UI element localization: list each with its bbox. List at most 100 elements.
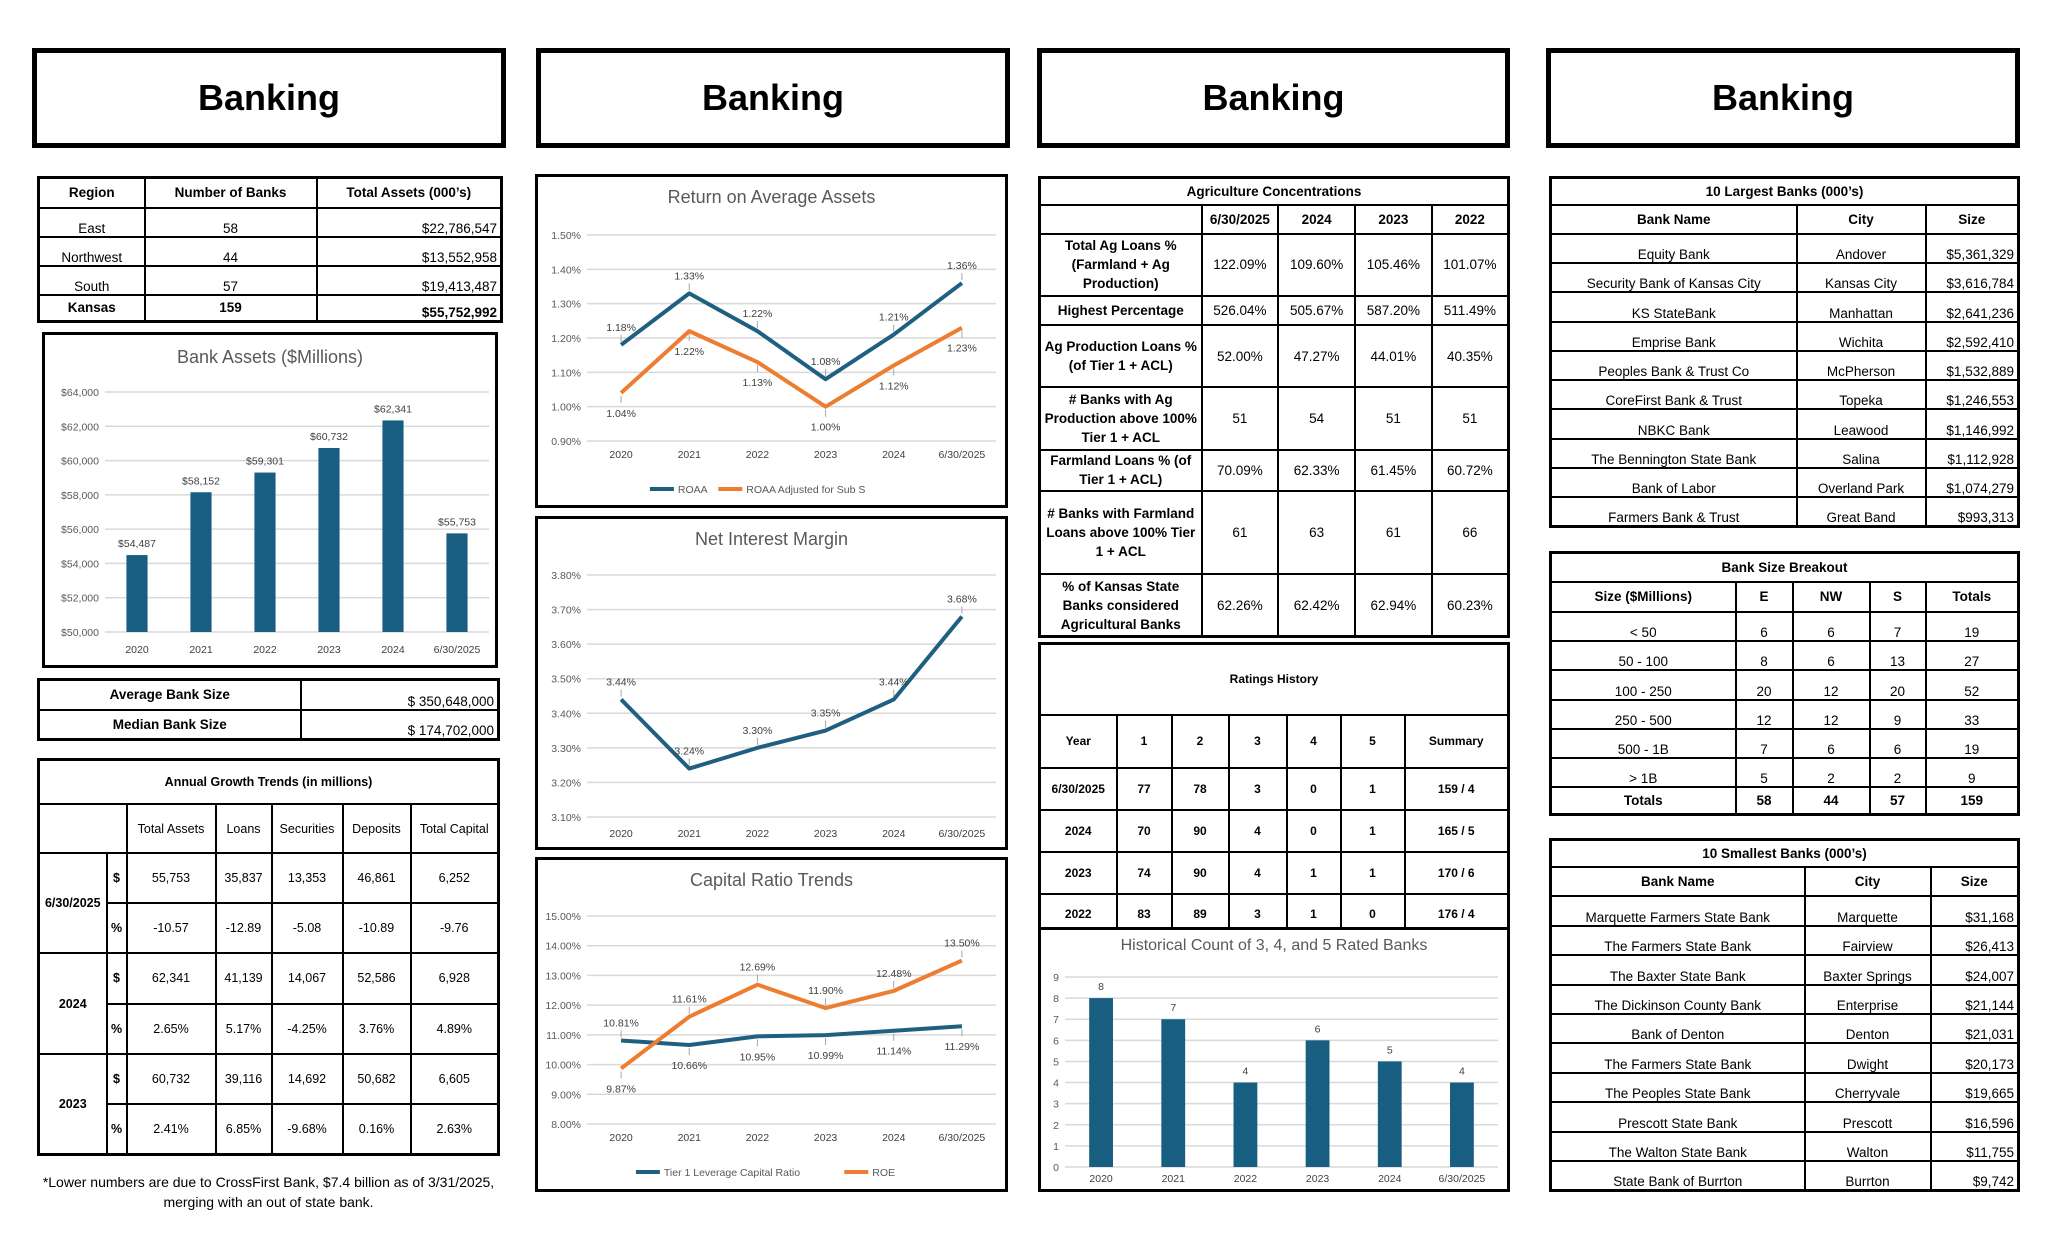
table-row: Farmland Loans % (of Tier 1 + ACL) 70.09%…: [1038, 448, 1510, 492]
series-line: [619, 281, 964, 382]
table-row: Totals 58 44 57 159: [1549, 786, 2020, 816]
chart-title: Return on Average Assets: [668, 187, 876, 207]
table-cell: $16,596: [1929, 1101, 2020, 1133]
percent-value: 2.63%: [409, 1103, 500, 1156]
table-cell: 33: [1924, 698, 2020, 730]
x-tick-label: 2020: [609, 1132, 633, 1144]
table-row: Ratings History: [1038, 642, 1510, 716]
table-cell: 3: [1227, 766, 1288, 811]
capital-chart-svg: Capital Ratio Trends 8.00% 9.00% 10.00% 11.0…: [545, 870, 996, 1179]
table-cell: The Dickinson County Bank: [1549, 983, 1806, 1015]
total-cell: $55,752,992: [315, 293, 503, 323]
percent-value: 3.76%: [341, 1002, 412, 1055]
row-label: # Banks with Farmland Loans above 100% T…: [1038, 489, 1203, 576]
y-tick-label: $60,000: [61, 456, 99, 468]
dollar-value: 62,341: [125, 952, 217, 1005]
table-row: 2023 74 90 4 1 1 170 / 6: [1038, 850, 1510, 895]
table-row: 6/30/2025 2024 2023 2022: [1038, 203, 1510, 235]
table-row: Bank of Labor Overland Park $1,074,279: [1549, 466, 2020, 499]
percent-symbol: %: [105, 1103, 128, 1156]
data-label: 4: [1242, 1066, 1248, 1078]
x-tick-label: 2021: [678, 828, 702, 840]
x-tick-label: 2024: [882, 828, 906, 840]
bank-size-summary-block: Average Bank Size $ 350,648,000 Median Ba…: [37, 678, 500, 741]
table-cell: 587.20%: [1354, 294, 1433, 327]
y-tick-label: 1.20%: [551, 333, 581, 345]
table-cell: 13: [1868, 640, 1927, 672]
data-label: 11.14%: [876, 1046, 911, 1058]
percent-symbol: %: [105, 901, 128, 955]
dollar-value: 46,861: [341, 851, 412, 904]
chart-title: Bank Assets ($Millions): [177, 347, 363, 367]
section-header-3: Banking: [1037, 48, 1510, 148]
ag-concentrations-table: Agriculture Concentrations 6/30/2025 2024 2…: [1038, 176, 1510, 638]
size-breakout-table: Bank Size Breakout Size ($Millions) E NW S To…: [1549, 551, 2020, 816]
data-label: 10.99%: [808, 1050, 844, 1062]
y-tick-label: $58,000: [61, 490, 99, 502]
table-cell: 1: [1339, 766, 1406, 811]
bar: [1450, 1082, 1474, 1167]
size-breakout-block: Bank Size Breakout Size ($Millions) E NW S To…: [1549, 551, 2020, 816]
data-label: $60,732: [310, 431, 348, 443]
table-cell: 78: [1170, 766, 1230, 811]
table-row: The Peoples State Bank Cherryvale $19,665: [1549, 1071, 2020, 1104]
table-cell: 511.49%: [1430, 294, 1510, 327]
table-row: % -10.57 -12.89 -5.08 -10.89 -9.76: [39, 901, 500, 955]
table-cell: Security Bank of Kansas City: [1549, 262, 1798, 294]
x-tick-label: 2022: [746, 449, 770, 461]
x-tick-label: 2021: [1162, 1173, 1186, 1185]
table-cell: 62.94%: [1354, 573, 1433, 638]
data-label: 1.13%: [743, 377, 773, 389]
ag-concentrations-block: Agriculture Concentrations 6/30/2025 2024 2…: [1038, 176, 1510, 638]
region-table-block: Region Number of Banks Total Assets (000’s…: [37, 176, 503, 323]
column-header: City: [1803, 865, 1932, 898]
y-tick-label: 1.50%: [551, 230, 581, 242]
table-cell: CoreFirst Bank & Trust: [1549, 379, 1798, 411]
bar: [318, 448, 340, 632]
table-cell: Kansas City: [1795, 262, 1927, 294]
column-header: 2: [1170, 713, 1230, 769]
data-label: 6: [1315, 1023, 1321, 1035]
table-cell: Wichita: [1795, 320, 1927, 352]
blank-header: [37, 803, 128, 854]
table-cell: 2024: [1038, 808, 1118, 853]
table-row: Bank of Denton Denton $21,031: [1549, 1012, 2020, 1045]
dollar-value: 39,116: [214, 1052, 273, 1106]
dollar-symbol: $: [105, 1052, 128, 1106]
table-row: 10 Smallest Banks (000’s): [1549, 838, 2020, 868]
table-row: % 2.41% 6.85% -9.68% 0.16% 2.63%: [39, 1103, 500, 1156]
y-tick-label: 3.20%: [551, 777, 581, 789]
data-label: 1.22%: [674, 346, 704, 358]
y-tick-label: $50,000: [61, 627, 99, 639]
y-tick-label: 7: [1053, 1014, 1059, 1026]
table-cell: 1: [1339, 808, 1406, 853]
y-tick-label: 8: [1053, 993, 1059, 1005]
percent-value: -9.68%: [270, 1103, 344, 1156]
table-row: 2024 $62,341 41,139 14,067 52,586 6,928: [37, 952, 500, 1055]
percent-value: 6.85%: [214, 1103, 273, 1156]
table-cell: $9,742: [1929, 1159, 2020, 1192]
table-row: Agriculture Concentrations: [1038, 176, 1510, 206]
table-cell: 57: [143, 264, 318, 296]
table-cell: Andover: [1795, 232, 1927, 265]
rated-banks-chart-svg: Historical Count of 3, 4, and 5 Rated Ba…: [1053, 937, 1498, 1185]
data-label: 1.08%: [811, 356, 841, 368]
table-row: East 58 $22,786,547: [37, 206, 503, 238]
table-row: KS StateBank Manhattan $2,641,236: [1549, 291, 2020, 323]
data-label: 3.68%: [947, 593, 977, 605]
table-row: The Farmers State Bank Fairview $26,413: [1549, 924, 2020, 957]
table-row: The Dickinson County Bank Enterprise $21,1…: [1549, 983, 2020, 1015]
dollar-value: 50,682: [341, 1052, 412, 1106]
largest-banks-block: 10 Largest Banks (000’s) Bank Name City Siz…: [1549, 176, 2020, 528]
dollar-value: 6,928: [409, 952, 500, 1005]
table-cell: 6: [1734, 610, 1794, 643]
table-cell: 6: [1868, 727, 1927, 760]
x-tick-label: 6/30/2025: [939, 828, 986, 840]
table-cell: 62.42%: [1277, 573, 1356, 638]
table-cell: $13,552,958: [315, 235, 503, 267]
legend-label: ROAA Adjusted for Sub S: [746, 484, 865, 496]
total-cell: Kansas: [37, 293, 146, 323]
table-cell: Enterprise: [1803, 983, 1932, 1015]
legend-label: ROAA: [678, 484, 708, 496]
table-cell: 60.23%: [1430, 573, 1510, 638]
